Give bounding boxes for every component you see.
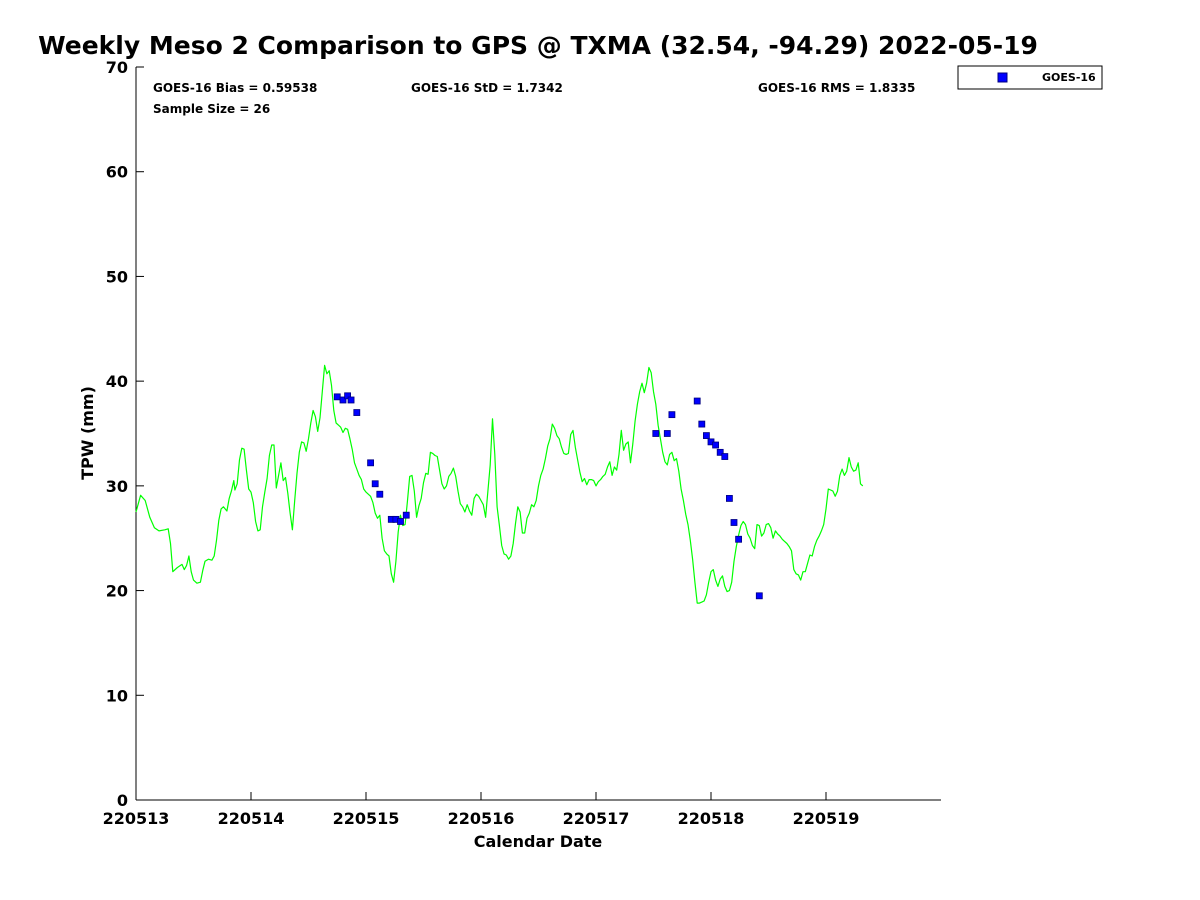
goes-16-point <box>703 432 710 439</box>
x-tick-label: 220515 <box>333 809 400 828</box>
goes-16-point <box>735 535 742 543</box>
goes-16-point <box>347 396 355 404</box>
goes-16-point <box>698 420 706 428</box>
goes-16-series <box>333 392 763 600</box>
x-tick-label: 220516 <box>448 809 515 828</box>
x-tick-label: 220518 <box>678 809 745 828</box>
goes-16-point <box>371 480 379 488</box>
y-axis-label: TPW (mm) <box>78 386 97 480</box>
x-tick-label: 220513 <box>103 809 170 828</box>
goes-16-point <box>333 393 341 401</box>
y-tick-label: 0 <box>117 791 128 810</box>
goes-16-point <box>730 519 738 526</box>
legend: GOES-16 <box>957 65 1103 90</box>
goes-16-point <box>726 495 733 502</box>
gps-line <box>135 364 864 604</box>
stat-rms: GOES-16 RMS = 1.8335 <box>758 81 915 95</box>
goes-16-point <box>353 409 361 416</box>
stat-std: GOES-16 StD = 1.7342 <box>411 81 563 95</box>
y-tick-label: 60 <box>106 163 128 182</box>
goes-16-point <box>712 441 719 449</box>
stat-sample-size: Sample Size = 26 <box>153 102 270 116</box>
goes-16-point <box>693 397 701 405</box>
y-tick-label: 20 <box>106 582 128 601</box>
y-tick-label: 50 <box>106 267 128 286</box>
goes-16-point <box>716 448 724 456</box>
goes-16-point <box>344 392 352 400</box>
y-tick-label: 10 <box>106 686 128 705</box>
gps-series <box>135 364 864 604</box>
goes-16-point <box>668 411 676 419</box>
chart-title: Weekly Meso 2 Comparison to GPS @ TXMA (… <box>38 31 1038 60</box>
goes-16-point <box>663 430 671 437</box>
legend-box <box>957 65 1103 90</box>
goes-16-point <box>339 396 347 404</box>
legend-marker-goes-16 <box>997 72 1008 83</box>
goes-16-point <box>397 518 404 525</box>
x-tick-label: 220514 <box>218 809 285 828</box>
y-tick-label: 70 <box>106 58 128 77</box>
goes-16-point <box>367 459 375 467</box>
x-tick-label: 220519 <box>793 809 860 828</box>
stat-bias: GOES-16 Bias = 0.59538 <box>153 81 317 95</box>
y-tick-label: 40 <box>106 372 128 391</box>
axes: 0 10 20 30 40 50 60 70 220513 220514 220515 220516 2… <box>103 58 941 828</box>
goes-16-point <box>652 430 660 437</box>
goes-16-point <box>721 453 729 460</box>
x-tick-label: 220517 <box>563 809 630 828</box>
goes-16-point <box>402 511 410 519</box>
goes-16-point <box>376 490 384 498</box>
y-tick-label: 30 <box>106 477 128 496</box>
goes-16-point <box>755 592 763 600</box>
legend-entry-goes-16: GOES-16 <box>1042 71 1096 84</box>
x-axis-label: Calendar Date <box>474 832 603 851</box>
